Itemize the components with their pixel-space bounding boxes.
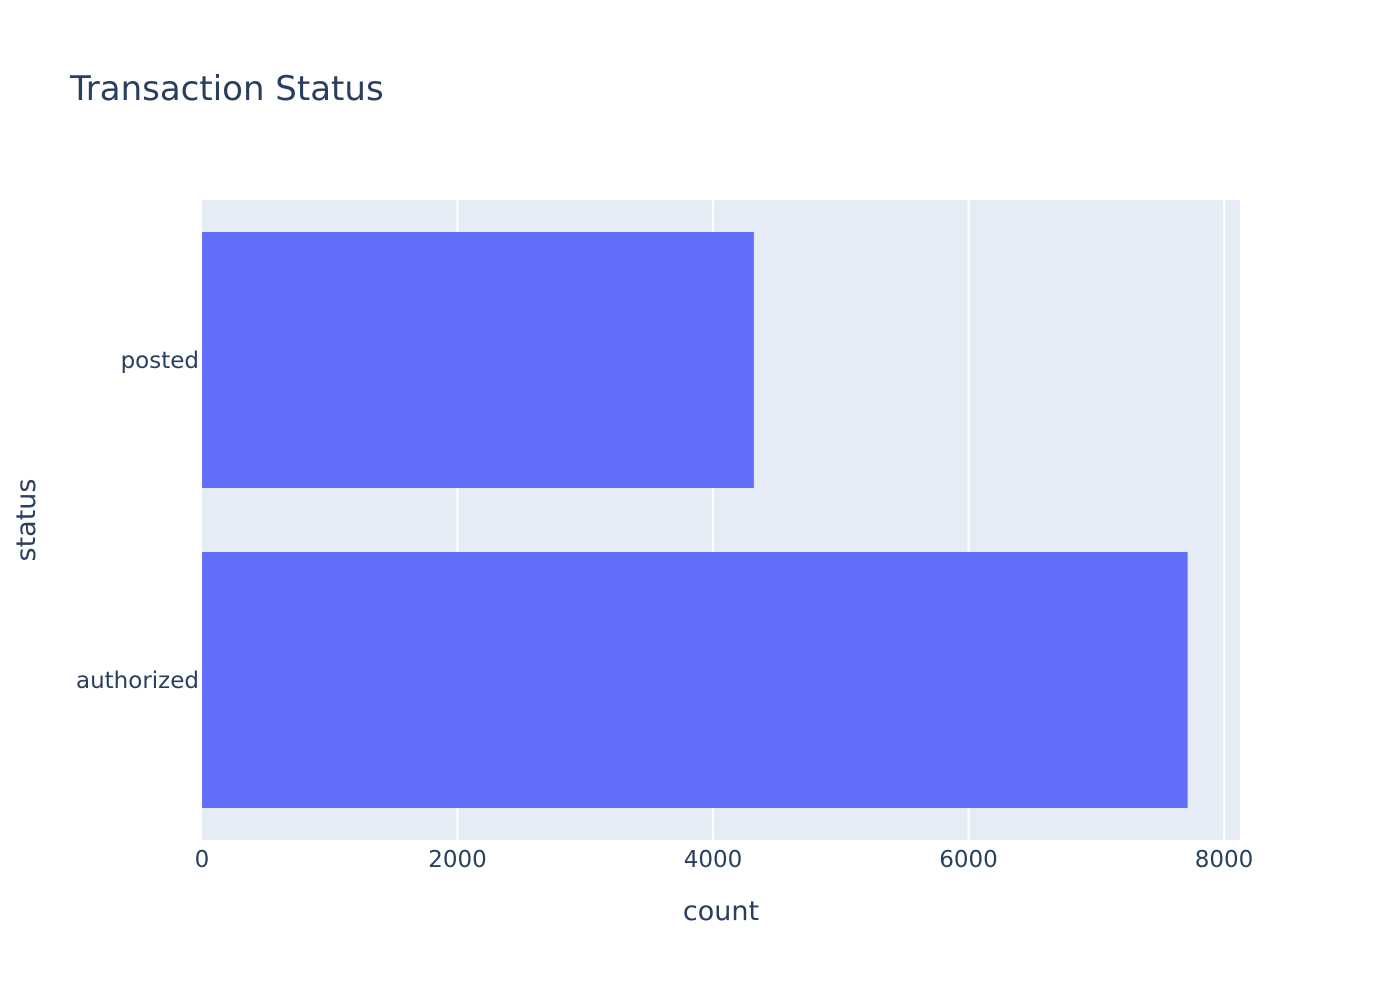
y-axis-title: status [11,479,42,562]
x-tick-label-2000: 2000 [428,847,487,873]
y-tick-label-posted: posted [121,348,199,374]
chart-title: Transaction Status [69,69,384,109]
y-tick-label-authorized: authorized [76,668,199,694]
bar-authorized [202,552,1188,808]
x-tick-label-0: 0 [195,847,210,873]
x-tick-label-4000: 4000 [684,847,743,873]
x-axis-title: count [683,896,759,927]
bar-posted [202,232,754,488]
x-tick-labels: 0 2000 4000 6000 8000 [195,847,1254,873]
x-tick-label-6000: 6000 [939,847,998,873]
y-tick-labels: posted authorized [76,348,199,694]
bars [202,232,1188,808]
x-tick-label-8000: 8000 [1195,847,1254,873]
